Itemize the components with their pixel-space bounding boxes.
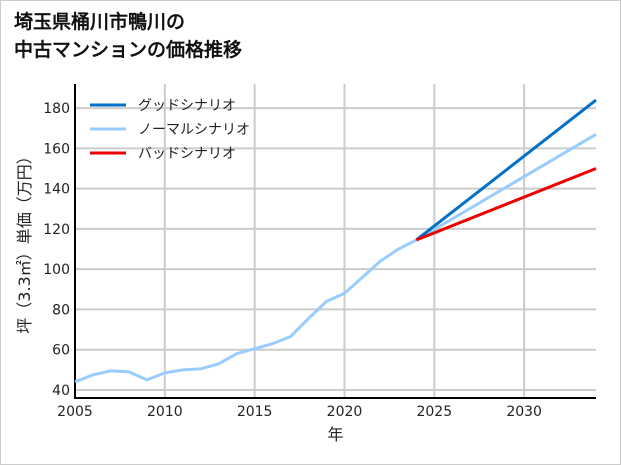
legend-label: ノーマルシナリオ — [138, 122, 250, 138]
axis-lines — [74, 84, 596, 399]
x-tick-label: 2015 — [237, 404, 273, 420]
series-line-2 — [415, 167, 597, 242]
y-tick-label: 60 — [52, 343, 70, 359]
y-tick-label: 80 — [52, 302, 70, 318]
chart-title: 埼玉県桶川市鴨川の 中古マンションの価格推移 — [14, 8, 242, 64]
series-line-0 — [415, 98, 597, 242]
title-line-2: 中古マンションの価格推移 — [14, 39, 243, 61]
x-tick-label: 2025 — [416, 404, 452, 420]
x-tick-label: 2030 — [506, 404, 542, 420]
x-tick-label: 2005 — [57, 404, 93, 420]
x-tick-label: 2010 — [147, 404, 183, 420]
y-tick-label: 120 — [43, 222, 70, 238]
y-tick-label: 160 — [43, 141, 70, 157]
legend-label: バッドシナリオ — [138, 146, 236, 162]
x-tick-label: 2020 — [327, 404, 363, 420]
x-axis-label: 年 — [327, 425, 343, 444]
y-axis-label: 坪（3.3㎡）単価（万円） — [15, 148, 34, 333]
y-tick-label: 180 — [43, 101, 70, 117]
y-tick-label: 40 — [52, 383, 70, 399]
legend-label: グッドシナリオ — [138, 98, 236, 114]
series-line-1 — [74, 133, 597, 384]
title-line-1: 埼玉県桶川市鴨川の — [14, 11, 186, 33]
y-tick-label: 100 — [43, 262, 70, 278]
y-tick-label: 140 — [43, 182, 70, 198]
